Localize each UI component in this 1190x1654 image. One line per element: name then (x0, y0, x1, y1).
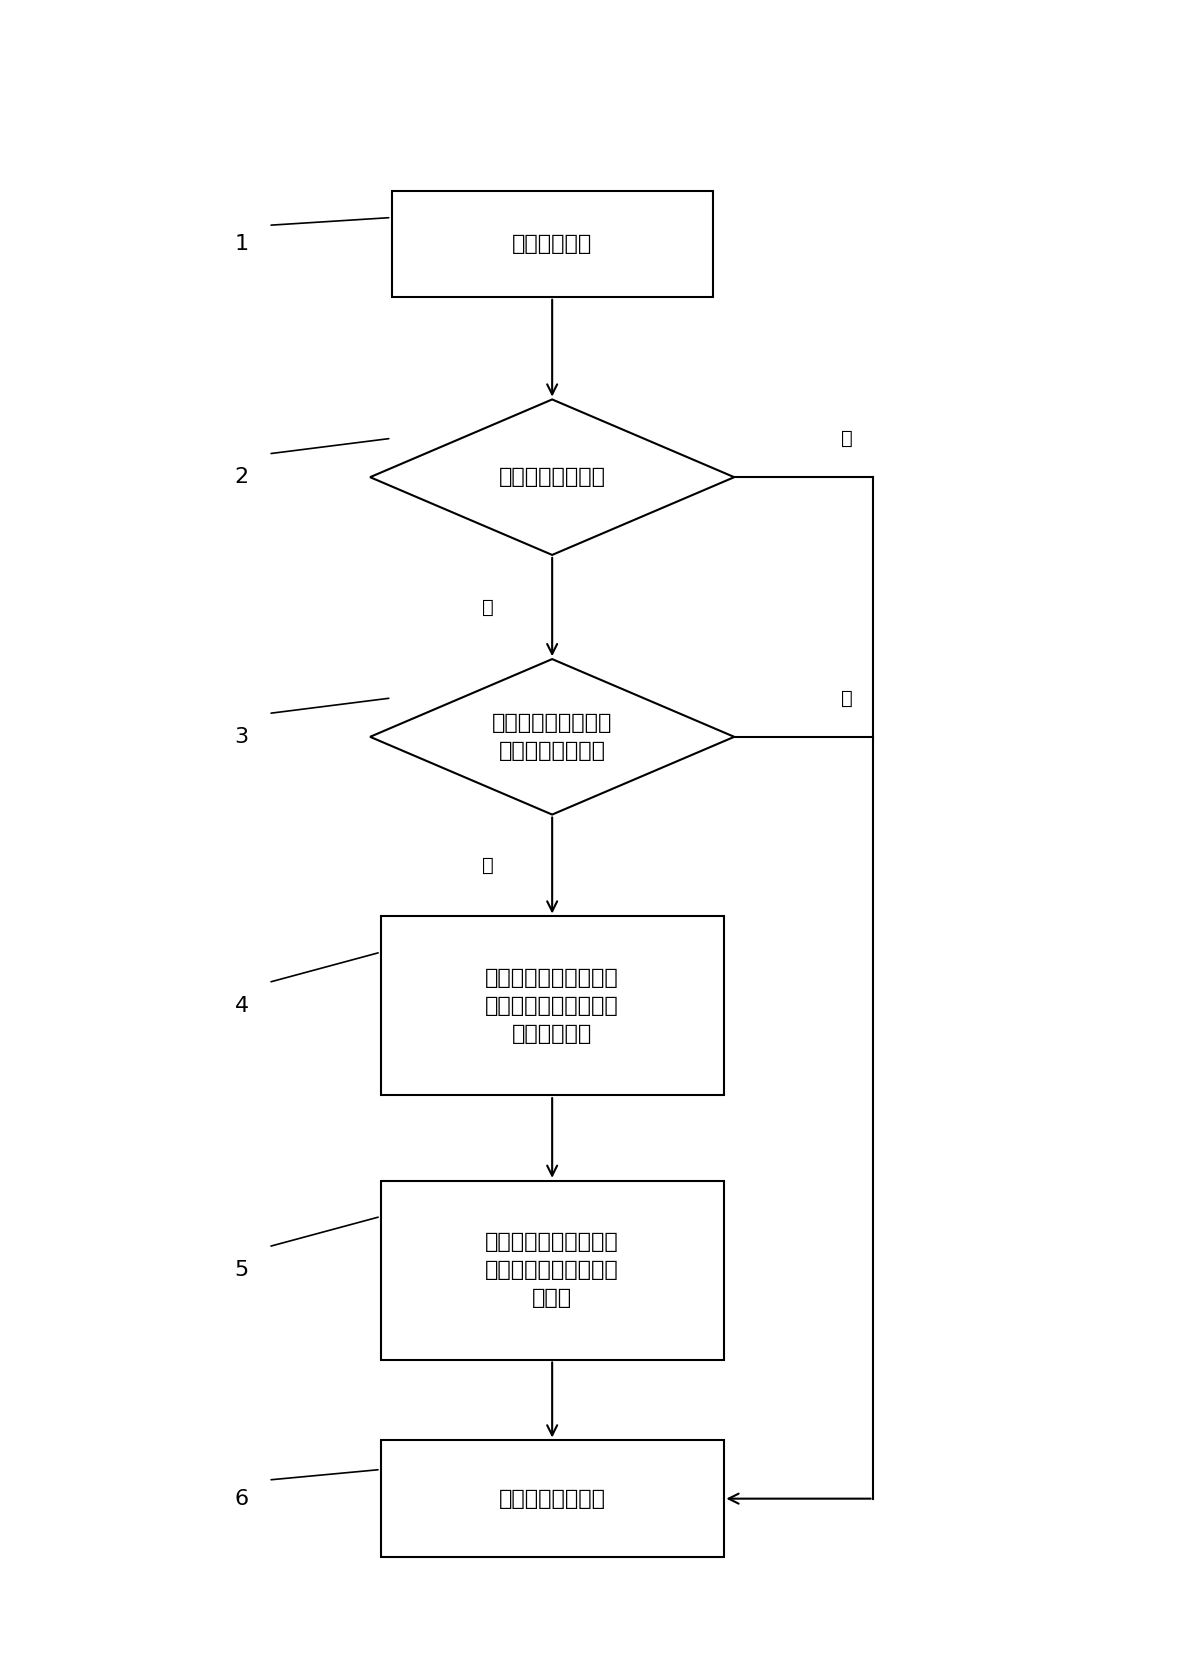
Text: 判断该遮挡物是否是
非正常接触遮挡物: 判断该遮挡物是否是 非正常接触遮挡物 (491, 713, 613, 761)
Bar (381, 1181, 724, 1360)
Text: 是: 是 (482, 597, 494, 617)
Text: 6: 6 (234, 1489, 249, 1508)
Text: 是: 是 (482, 857, 494, 875)
Text: 将剩余显示区域用常用
的位置坐标检测算法重
新计算: 将剩余显示区域用常用 的位置坐标检测算法重 新计算 (486, 1232, 619, 1308)
Text: 4: 4 (234, 996, 249, 1016)
Polygon shape (370, 400, 734, 556)
Text: 2: 2 (234, 466, 249, 488)
Text: 否: 否 (841, 428, 852, 448)
Bar (392, 192, 713, 296)
Text: 触摸屏初始化: 触摸屏初始化 (512, 233, 593, 255)
Text: 进入正常使用状态: 进入正常使用状态 (499, 1489, 606, 1508)
Text: 检测是否有遮挡物: 检测是否有遮挡物 (499, 466, 606, 488)
Text: 5: 5 (234, 1260, 249, 1280)
Text: 1: 1 (234, 233, 249, 255)
Text: 3: 3 (234, 726, 249, 748)
Bar (381, 1441, 724, 1556)
Text: 否: 否 (841, 688, 852, 708)
Polygon shape (370, 658, 734, 814)
Bar (381, 916, 724, 1095)
Text: 用显示屏整个显示区域
减去非正常遮挡物所对
应的投影区域: 用显示屏整个显示区域 减去非正常遮挡物所对 应的投影区域 (486, 968, 619, 1044)
